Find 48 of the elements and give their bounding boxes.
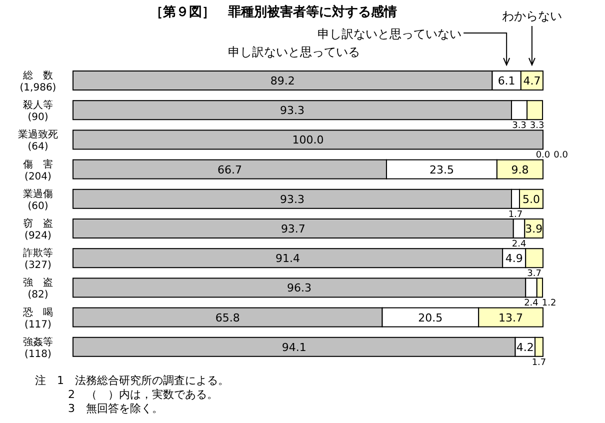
chart-title: ［第９図］ 罪種別被害者等に対する感情 xyxy=(150,4,397,20)
data-label: 3.7 xyxy=(527,269,542,280)
data-label: 94.1 xyxy=(282,340,306,354)
data-label: 4.2 xyxy=(516,340,534,354)
data-label: 1.2 xyxy=(542,298,556,309)
data-label: 3.3 xyxy=(512,121,526,132)
data-label: 100.0 xyxy=(292,134,324,147)
data-label: 4.7 xyxy=(523,74,541,88)
data-label: 3.9 xyxy=(525,222,543,236)
text: 申し訳ないと思っていない xyxy=(318,27,462,41)
y-tick-label: 窃 盗 (924) xyxy=(23,218,53,242)
data-label: 6.1 xyxy=(498,74,516,88)
annotation: 注 1 法務総合研究所の調査による。 xyxy=(35,374,229,387)
data-label: 65.8 xyxy=(215,311,240,324)
y-tick-label: 殺人等 (90) xyxy=(23,99,53,124)
data-label: 4.9 xyxy=(505,252,523,266)
text: 3 無回答を除く。 xyxy=(68,402,163,415)
data-label: 2.4 xyxy=(512,240,526,250)
data-label: 89.2 xyxy=(270,74,295,88)
bar xyxy=(72,130,544,150)
y-tick-label: 強姦等 (118) xyxy=(23,336,53,360)
series-label: 申し訳ないと思っている xyxy=(228,45,360,59)
text: 2 （ ）内は，実数である。 xyxy=(68,388,218,401)
data-label: 93.3 xyxy=(280,104,305,118)
y-tick-label: 強 盗 (82) xyxy=(23,276,53,301)
data-label: 96.3 xyxy=(287,282,312,295)
data-label: 9.8 xyxy=(511,163,529,176)
y-tick-label: 業過致死 (64) xyxy=(18,128,58,153)
data-label: 0.0 xyxy=(554,150,568,161)
text: わからない xyxy=(502,9,562,23)
data-label: 91.4 xyxy=(276,252,300,266)
data-label: 20.5 xyxy=(418,311,443,324)
data-label: 1.7 xyxy=(532,358,546,368)
data-label: 93.7 xyxy=(280,222,306,236)
y-tick-label: 業過傷 (60) xyxy=(23,188,53,212)
y-tick-label: 詐欺等 (327) xyxy=(23,247,53,272)
y-tick-label: 恐 喝 (117) xyxy=(22,307,53,330)
y-tick-label: 総 数 (1,986) xyxy=(20,70,56,94)
data-label: 5.0 xyxy=(522,192,540,206)
data-label: 1.7 xyxy=(508,210,523,220)
data-label: 3.3 xyxy=(530,121,544,132)
data-label: 13.7 xyxy=(498,311,524,324)
data-label: 93.3 xyxy=(280,192,305,206)
y-tick-label: 傷 害 (204) xyxy=(23,158,53,182)
data-label: 66.7 xyxy=(217,163,242,176)
data-label: 2.4 xyxy=(524,298,539,309)
data-label: 23.5 xyxy=(429,163,454,176)
data-label: 0.0 xyxy=(536,150,550,161)
